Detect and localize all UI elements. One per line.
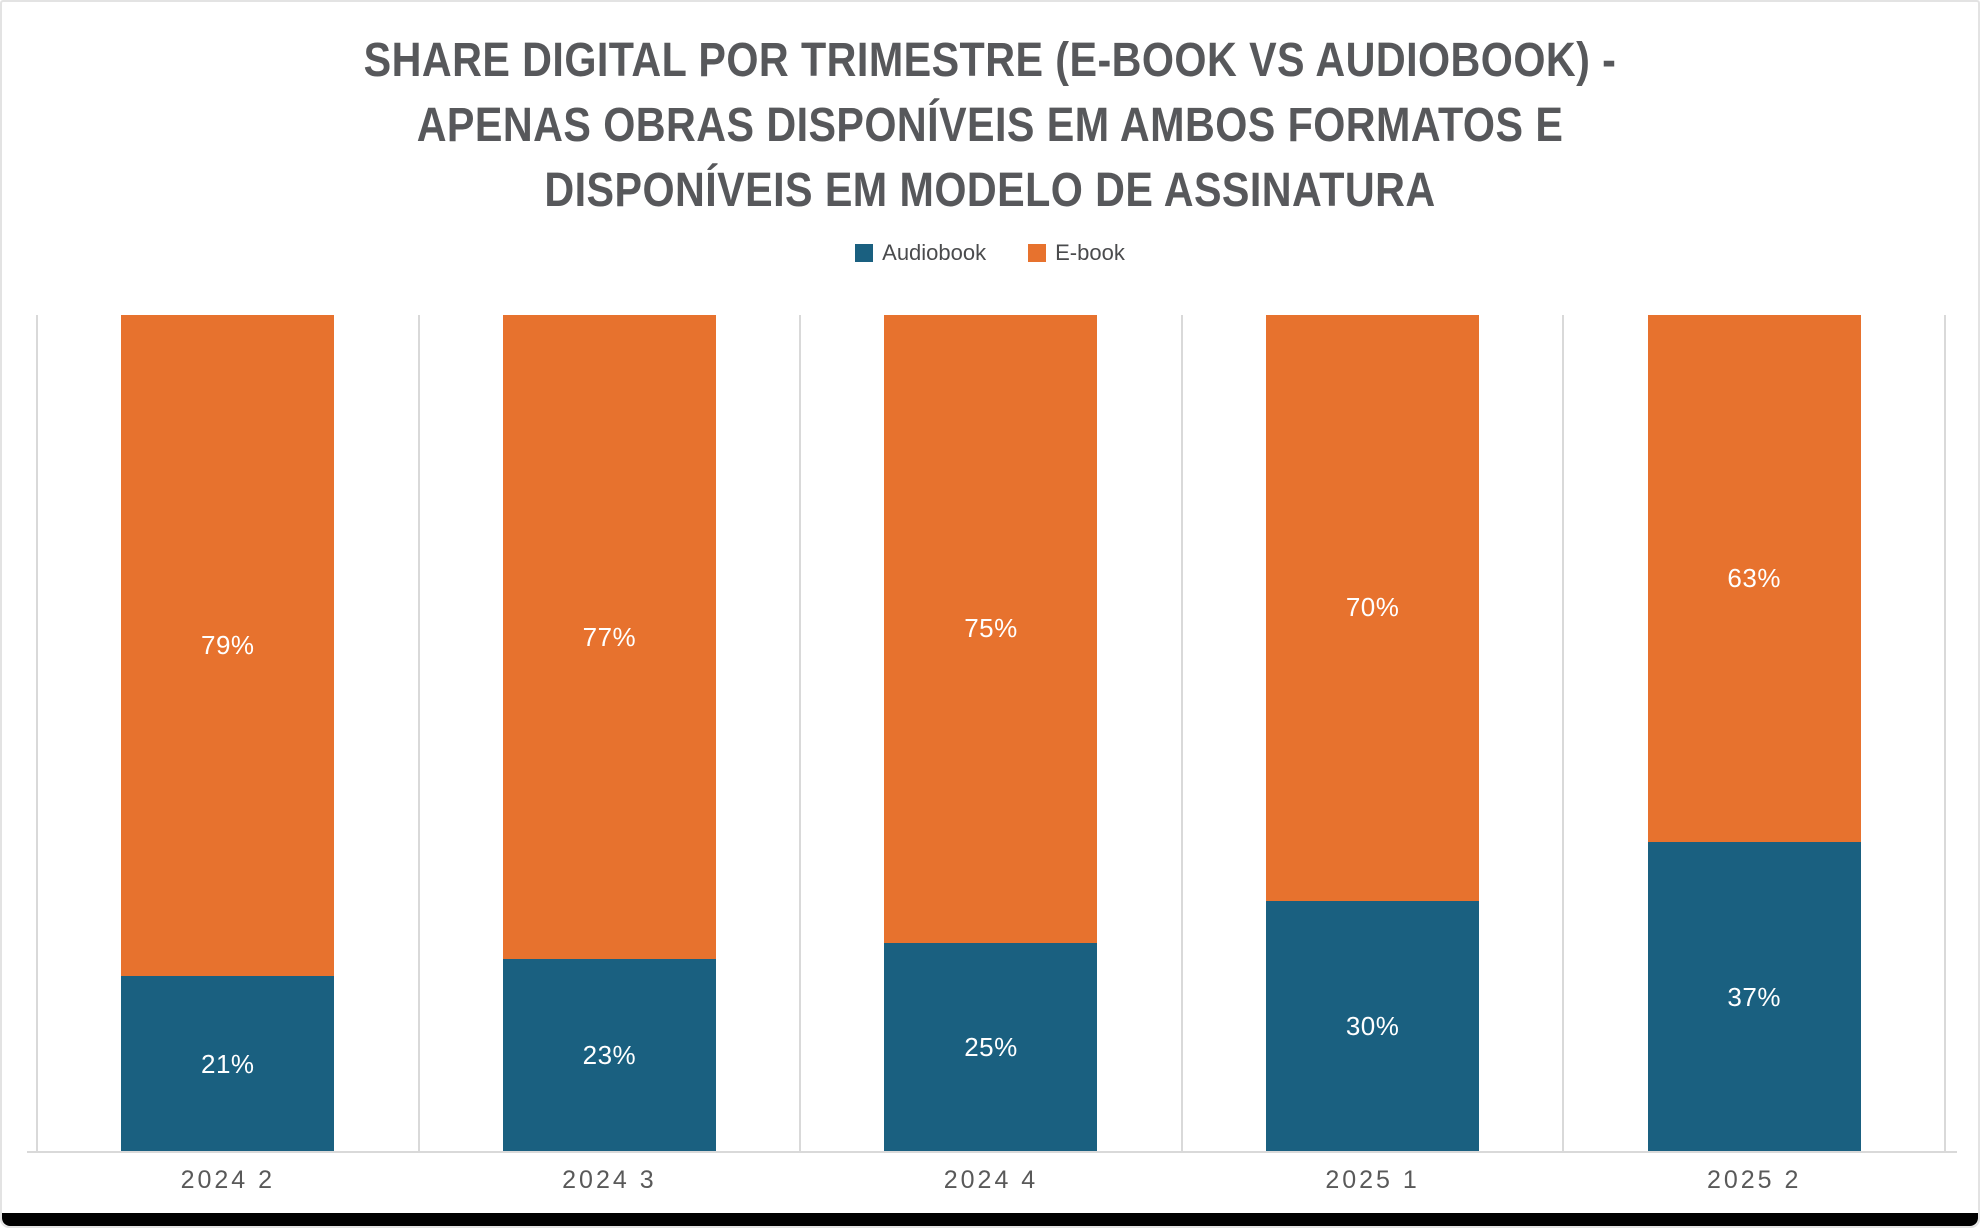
e-book-value-label: 77%	[582, 621, 637, 652]
legend-label-ebook: E-book	[1055, 240, 1125, 265]
bar-stack: 79% 21%	[121, 315, 335, 1152]
legend: Audiobook E-book	[2, 240, 1978, 266]
bar-column-2024-2: 79% 21%	[37, 315, 419, 1152]
bar-stack: 63% 37%	[1647, 315, 1861, 1152]
e-book-segment: 75%	[884, 315, 1098, 943]
audiobook-segment: 37%	[1647, 842, 1861, 1152]
ebook-swatch-icon	[1028, 244, 1047, 262]
e-book-value-label: 75%	[964, 613, 1018, 644]
audiobook-value-label: 30%	[1345, 1010, 1400, 1041]
audiobook-segment: 30%	[1266, 900, 1480, 1152]
audiobook-value-label: 21%	[201, 1048, 255, 1079]
vertical-gridline	[36, 315, 38, 1152]
bar-stack: 75% 25%	[884, 315, 1098, 1152]
x-axis-line	[27, 1151, 1957, 1153]
x-axis-label-2025-1: 2025 1	[1325, 1166, 1420, 1194]
chart-title: SHARE DIGITAL POR TRIMESTRE (E-BOOK VS A…	[2, 28, 1978, 223]
bar-column-2025-1: 70% 30%	[1182, 315, 1564, 1152]
legend-item-ebook: E-book	[1028, 240, 1125, 266]
audiobook-value-label: 23%	[582, 1040, 637, 1071]
e-book-segment: 77%	[502, 315, 716, 960]
plot-area: 79% 21% 77% 23% 75% 25% 70% 30% 63% 37%	[36, 315, 1946, 1152]
vertical-gridline	[417, 315, 420, 1152]
e-book-value-label: 70%	[1345, 592, 1400, 623]
e-book-value-label: 79%	[201, 630, 255, 661]
x-axis-label-2024-2: 2024 2	[180, 1166, 276, 1194]
audiobook-segment: 21%	[121, 976, 335, 1152]
e-book-value-label: 63%	[1727, 563, 1781, 594]
chart-title-line-3: DISPONÍVEIS EM MODELO DE ASSINATURA	[544, 164, 1436, 217]
x-axis-label-2025-2: 2025 2	[1706, 1166, 1802, 1194]
bar-column-2025-2: 63% 37%	[1563, 315, 1945, 1152]
e-book-segment: 79%	[121, 315, 335, 977]
x-axis-label-2024-4: 2024 4	[943, 1166, 1039, 1194]
vertical-gridline	[799, 315, 802, 1152]
vertical-gridline	[1180, 315, 1183, 1152]
bar-column-2024-4: 75% 25%	[800, 315, 1182, 1152]
audiobook-value-label: 25%	[964, 1031, 1018, 1062]
bar-stack: 77% 23%	[502, 315, 716, 1152]
audiobook-swatch-icon	[855, 244, 874, 262]
chart-title-line-2: APENAS OBRAS DISPONÍVEIS EM AMBOS FORMAT…	[416, 99, 1564, 152]
e-book-segment: 63%	[1647, 315, 1861, 843]
bar-column-2024-3: 77% 23%	[419, 315, 801, 1152]
bar-stack: 70% 30%	[1266, 315, 1480, 1152]
bottom-border-bar	[2, 1213, 1978, 1226]
audiobook-segment: 23%	[502, 959, 716, 1152]
audiobook-value-label: 37%	[1727, 981, 1781, 1012]
chart-title-line-1: SHARE DIGITAL POR TRIMESTRE (E-BOOK VS A…	[363, 34, 1617, 87]
legend-item-audiobook: Audiobook	[855, 240, 986, 266]
vertical-gridline	[1944, 315, 1946, 1152]
e-book-segment: 70%	[1266, 315, 1480, 901]
vertical-gridline	[1562, 315, 1565, 1152]
x-axis-label-2024-3: 2024 3	[562, 1166, 657, 1194]
audiobook-segment: 25%	[884, 942, 1098, 1152]
legend-label-audiobook: Audiobook	[882, 240, 987, 265]
x-axis-labels: 2024 2 2024 3 2024 4 2025 1 2025 2	[37, 1166, 1945, 1195]
